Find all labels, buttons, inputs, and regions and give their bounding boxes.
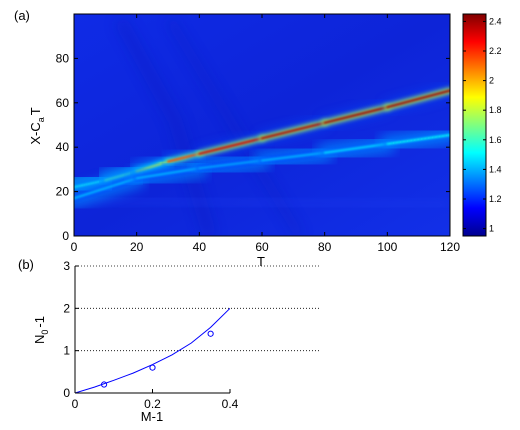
x-tick-label: 0.4 xyxy=(222,397,239,411)
x-tick-label: 120 xyxy=(440,240,460,254)
x-tick-label: 0 xyxy=(72,397,79,411)
panel-a-label: (a) xyxy=(14,8,30,23)
y-tick-label: 2 xyxy=(63,301,70,315)
x-tick-label: 100 xyxy=(377,240,397,254)
secondary-ridge-core xyxy=(135,167,201,180)
x-tick-label: 0.2 xyxy=(144,397,161,411)
panel-a-ylabel: X-CaT xyxy=(28,107,46,144)
panel-b-ylabel: N0-1 xyxy=(32,316,50,344)
primary-ridge-core xyxy=(386,89,450,109)
colorbar-tick-label: 2 xyxy=(489,76,494,86)
colorbar-tick-label: 1.4 xyxy=(489,164,502,174)
y-tick-label: 0 xyxy=(62,229,69,243)
colorbar-tick-label: 1.6 xyxy=(489,135,502,145)
heatmap-plot xyxy=(74,14,450,236)
colorbar-tick-label: 1.8 xyxy=(489,105,502,115)
y-tick-label: 1 xyxy=(63,344,70,358)
colorbar-tick-label: 2.2 xyxy=(489,46,502,56)
y-tick-label: 40 xyxy=(56,140,70,154)
colorbar-tick-label: 2.4 xyxy=(489,16,502,26)
panel-b-label: (b) xyxy=(18,257,34,272)
x-tick-label: 40 xyxy=(193,240,207,254)
secondary-ridge-core xyxy=(198,159,263,170)
secondary-ridge-core xyxy=(74,177,138,200)
primary-ridge-core xyxy=(323,106,389,124)
secondary-ridge-core xyxy=(323,142,389,154)
data-point xyxy=(207,330,214,337)
y-tick-label: 80 xyxy=(56,51,70,65)
x-tick-label: 0 xyxy=(71,240,78,254)
primary-ridge-core xyxy=(198,137,264,155)
colorbar-tick-label: 1.2 xyxy=(489,194,502,204)
secondary-ridge-core xyxy=(261,151,326,162)
x-tick-label: 80 xyxy=(318,240,332,254)
primary-ridge-core xyxy=(260,121,326,140)
x-tick-label: 60 xyxy=(255,240,269,254)
colorbar-tick-label: 1 xyxy=(489,224,494,234)
primary-ridge-core xyxy=(166,152,201,163)
y-tick-label: 0 xyxy=(63,386,70,400)
colorbar xyxy=(462,13,487,237)
panel-a-xlabel: T xyxy=(257,254,265,269)
secondary-ridge-core xyxy=(386,133,450,145)
y-tick-label: 20 xyxy=(56,185,70,199)
x-tick-label: 20 xyxy=(130,240,144,254)
panel-b-xlabel: M-1 xyxy=(141,409,163,424)
fit-curve xyxy=(75,307,230,393)
y-tick-label: 60 xyxy=(56,96,70,110)
y-tick-label: 3 xyxy=(63,259,70,273)
